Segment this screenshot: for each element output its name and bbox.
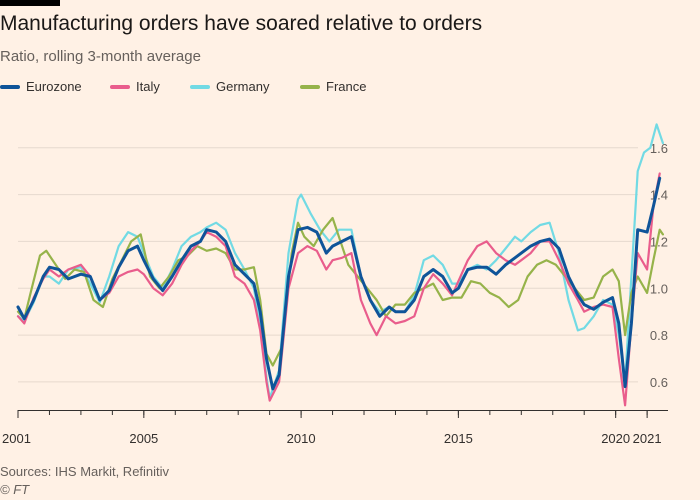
x-tick-label: 2010 xyxy=(287,431,316,446)
series-line-germany xyxy=(16,123,664,400)
legend-item-france: France xyxy=(300,79,366,94)
legend-label-italy: Italy xyxy=(136,79,160,94)
x-tick-label: 2020 xyxy=(601,431,630,446)
series-line-italy xyxy=(16,172,661,407)
legend-swatch-france xyxy=(300,84,320,89)
legend-swatch-italy xyxy=(110,84,130,89)
copyright-note: © FT xyxy=(0,482,30,497)
y-tick-label: 0.8 xyxy=(650,328,668,343)
y-tick-label: 1.6 xyxy=(650,141,668,156)
legend-item-germany: Germany xyxy=(190,79,269,94)
chart-subtitle: Ratio, rolling 3-month average xyxy=(0,48,201,65)
chart-title: Manufacturing orders have soared relativ… xyxy=(0,12,483,35)
x-tick-label: 2015 xyxy=(444,431,473,446)
line-chart: 0.6 0.8 1.0 1.2 1.4 1.6 2001 2005 2010 2015 2020 20… xyxy=(2,123,668,446)
legend-swatch-germany xyxy=(190,84,210,89)
legend-swatch-eurozone xyxy=(0,84,20,89)
y-tick-label: 0.6 xyxy=(650,375,668,390)
legend-item-eurozone: Eurozone xyxy=(0,79,82,94)
y-tick-label: 1.0 xyxy=(650,281,668,296)
y-tick-label: 1.4 xyxy=(650,188,668,203)
source-note: Sources: IHS Markit, Refinitiv xyxy=(0,464,170,479)
ft-brand-bar xyxy=(0,0,60,6)
legend-label-france: France xyxy=(326,79,367,94)
x-tick-label: 2001 xyxy=(2,431,31,446)
x-tick-label: 2005 xyxy=(129,431,158,446)
legend-label-eurozone: Eurozone xyxy=(26,79,82,94)
legend-item-italy: Italy xyxy=(110,79,160,94)
y-tick-label: 1.2 xyxy=(650,234,668,249)
chart-legend: Eurozone Italy Germany France xyxy=(0,79,700,97)
series-line-eurozone xyxy=(16,176,662,391)
legend-label-germany: Germany xyxy=(216,79,270,94)
x-tick-label: 2021 xyxy=(633,431,662,446)
